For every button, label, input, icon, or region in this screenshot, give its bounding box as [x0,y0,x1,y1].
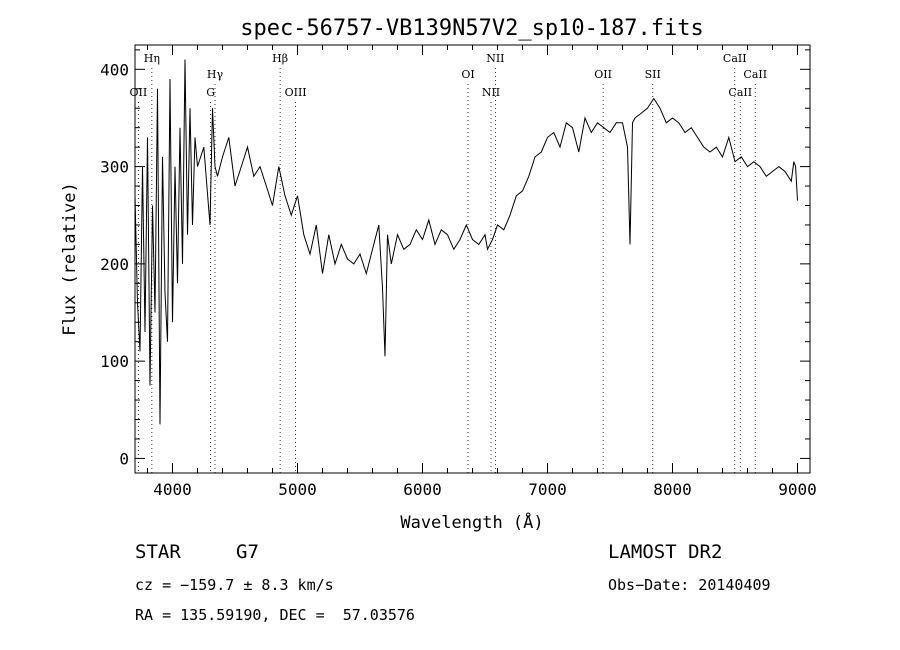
spectral-line-label: OIII [285,86,307,99]
spectral-line-label: CaII [743,68,767,81]
survey-name: LAMOST DR2 [608,541,722,563]
spectral-line-label: CaII [728,86,752,99]
ra-dec-coordinates: RA = 135.59190, DEC = 57.03576 [135,606,415,624]
y-tick-label: 400 [100,60,129,79]
spectral-line-label: NII [482,86,500,99]
y-tick-label: 300 [100,158,129,177]
y-tick-label: 0 [119,449,129,468]
x-tick-label: 6000 [403,480,442,499]
spectral-line-label: G [206,86,215,99]
spectrum-series-line [134,59,798,425]
spectral-line-label: Hγ [207,68,224,81]
y-tick-label: 100 [100,352,129,371]
x-axis-label: Wavelength (Å) [400,511,543,533]
object-class: STAR [135,541,181,563]
spectral-line-label: Hβ [272,52,288,65]
x-tick-label: 8000 [653,480,692,499]
y-tick-label: 200 [100,255,129,274]
axis-tick-labels: 4000 5000 6000 7000 8000 9000 0 100 200 300 400 [100,60,817,499]
spectral-line-label: OII [130,86,148,99]
spectral-line-label: CaII [723,52,747,65]
redshift-cz: cz = −159.7 ± 8.3 km/s [135,576,334,594]
axis-ticks [135,45,810,473]
y-axis-label: Flux (relative) [60,182,80,336]
spectral-line-label: OII [594,68,612,81]
x-tick-label: 9000 [778,480,817,499]
x-tick-label: 4000 [153,480,192,499]
spectral-line-markers: Hη OII Hγ G Hβ OIII NII OI NII OII SII CaII CaII CaII [130,52,767,473]
plot-frame [134,44,811,474]
object-subclass: G7 [236,541,259,563]
obs-date: Obs−Date: 20140409 [608,576,771,594]
chart-title: spec-56757-VB139N57V2_sp10-187.fits [240,16,704,41]
spectral-line-label: OI [461,68,474,81]
spectral-line-label: NII [486,52,504,65]
x-tick-label: 7000 [528,480,567,499]
spectral-line-label: Hη [144,52,160,65]
spectral-line-label: SII [645,68,661,81]
x-tick-label: 5000 [278,480,317,499]
